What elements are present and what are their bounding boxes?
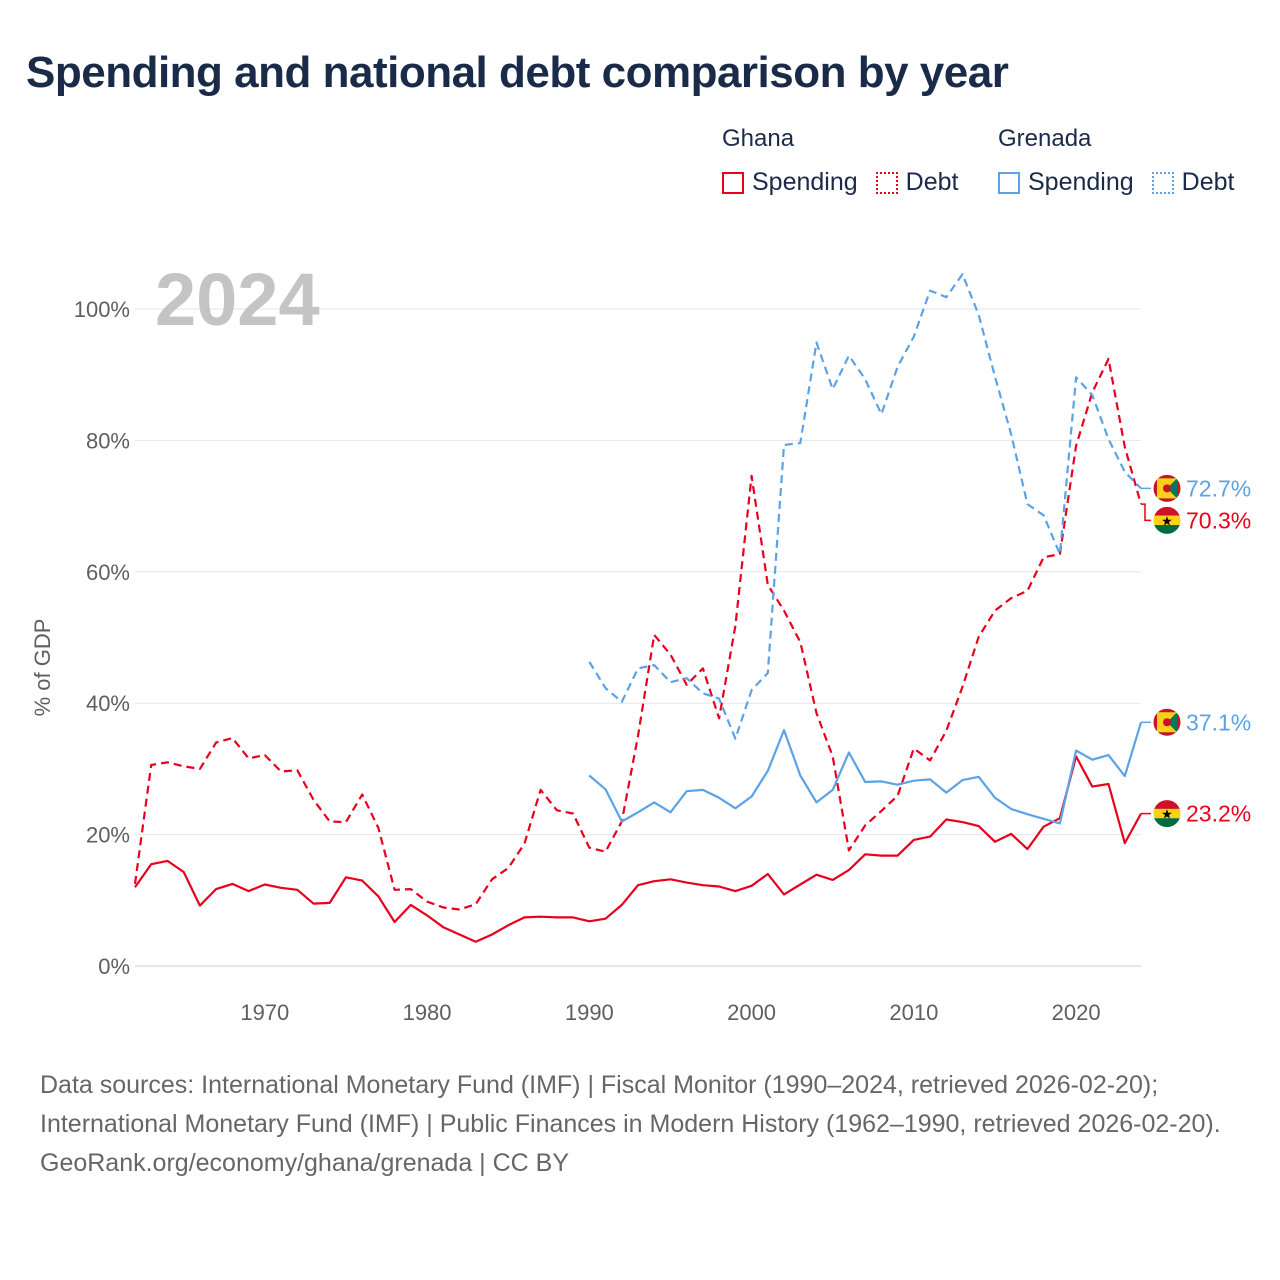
x-tick-label: 2000 — [727, 1000, 776, 1025]
legend-item-label: Debt — [905, 168, 959, 196]
credit-link[interactable]: GeoRank.org/economy/ghana/grenada | CC B… — [40, 1149, 570, 1177]
y-axis-label: % of GDP — [30, 619, 55, 717]
ghana-debt-end-label: 70.3% — [1186, 507, 1251, 533]
x-tick-label: 2020 — [1052, 1000, 1101, 1025]
x-tick-label: 1970 — [240, 1000, 289, 1025]
ghana-flag-icon: ★ — [1152, 505, 1182, 535]
legend-swatch-dotted — [1151, 171, 1174, 194]
grenada-spending-end-label: 37.1% — [1186, 709, 1251, 735]
x-tick-label: 2010 — [889, 1000, 938, 1025]
grenada-flag-icon — [1152, 707, 1182, 737]
y-tick-label: 60% — [86, 560, 130, 585]
grenada-spending-line — [588, 721, 1143, 825]
year-watermark: 2024 — [155, 258, 320, 341]
ghana-debt-line — [133, 357, 1143, 911]
x-tick-label: 1980 — [403, 1000, 452, 1025]
ghana-spending-line — [134, 755, 1142, 943]
x-tick-label: 1990 — [565, 1000, 614, 1025]
legend-item-ghana-debt[interactable]: Debt — [875, 168, 959, 197]
legend-group-grenada: Grenada Spending Debt — [998, 124, 1234, 197]
legend-item-grenada-spending[interactable]: Spending — [998, 168, 1134, 197]
legend-item-label: Debt — [1181, 168, 1235, 196]
y-tick-label: 100% — [74, 297, 130, 322]
svg-text:★: ★ — [1161, 807, 1173, 822]
legend-item-label: Spending — [1028, 168, 1134, 196]
legend-swatch-solid — [998, 171, 1020, 194]
ghana-flag-icon: ★ — [1152, 799, 1182, 829]
legend-group-name: Grenada — [998, 125, 1092, 152]
legend-item-grenada-debt[interactable]: Debt — [1151, 168, 1235, 197]
y-tick-label: 40% — [86, 691, 130, 716]
y-tick-label: 0% — [98, 954, 130, 979]
ghana-spending-end-label: 23.2% — [1186, 801, 1251, 827]
legend-group-ghana: Ghana Spending Debt — [722, 124, 958, 197]
legend-swatch-dotted — [875, 171, 898, 194]
y-tick-label: 20% — [86, 823, 130, 848]
legend-item-ghana-spending[interactable]: Spending — [722, 168, 858, 197]
chart-title: Spending and national debt comparison by… — [26, 48, 1009, 97]
legend-item-label: Spending — [752, 168, 858, 196]
data-sources: Data sources: International Monetary Fun… — [40, 1071, 1221, 1138]
y-tick-label: 80% — [86, 428, 130, 453]
grenada-debt-end-label: 72.7% — [1186, 475, 1251, 501]
svg-text:★: ★ — [1161, 513, 1173, 528]
legend-swatch-solid — [722, 171, 744, 194]
legend-group-name: Ghana — [722, 125, 795, 152]
grenada-debt-line — [588, 273, 1142, 740]
grenada-flag-icon — [1152, 473, 1182, 503]
footer: Data sources: International Monetary Fun… — [40, 1066, 1240, 1183]
line-chart: 0% 20% 40% 60% 80% 100% 1970 1980 1990 2000 2010 20… — [30, 258, 1251, 1025]
ghana-debt-end-connector — [1141, 503, 1151, 522]
